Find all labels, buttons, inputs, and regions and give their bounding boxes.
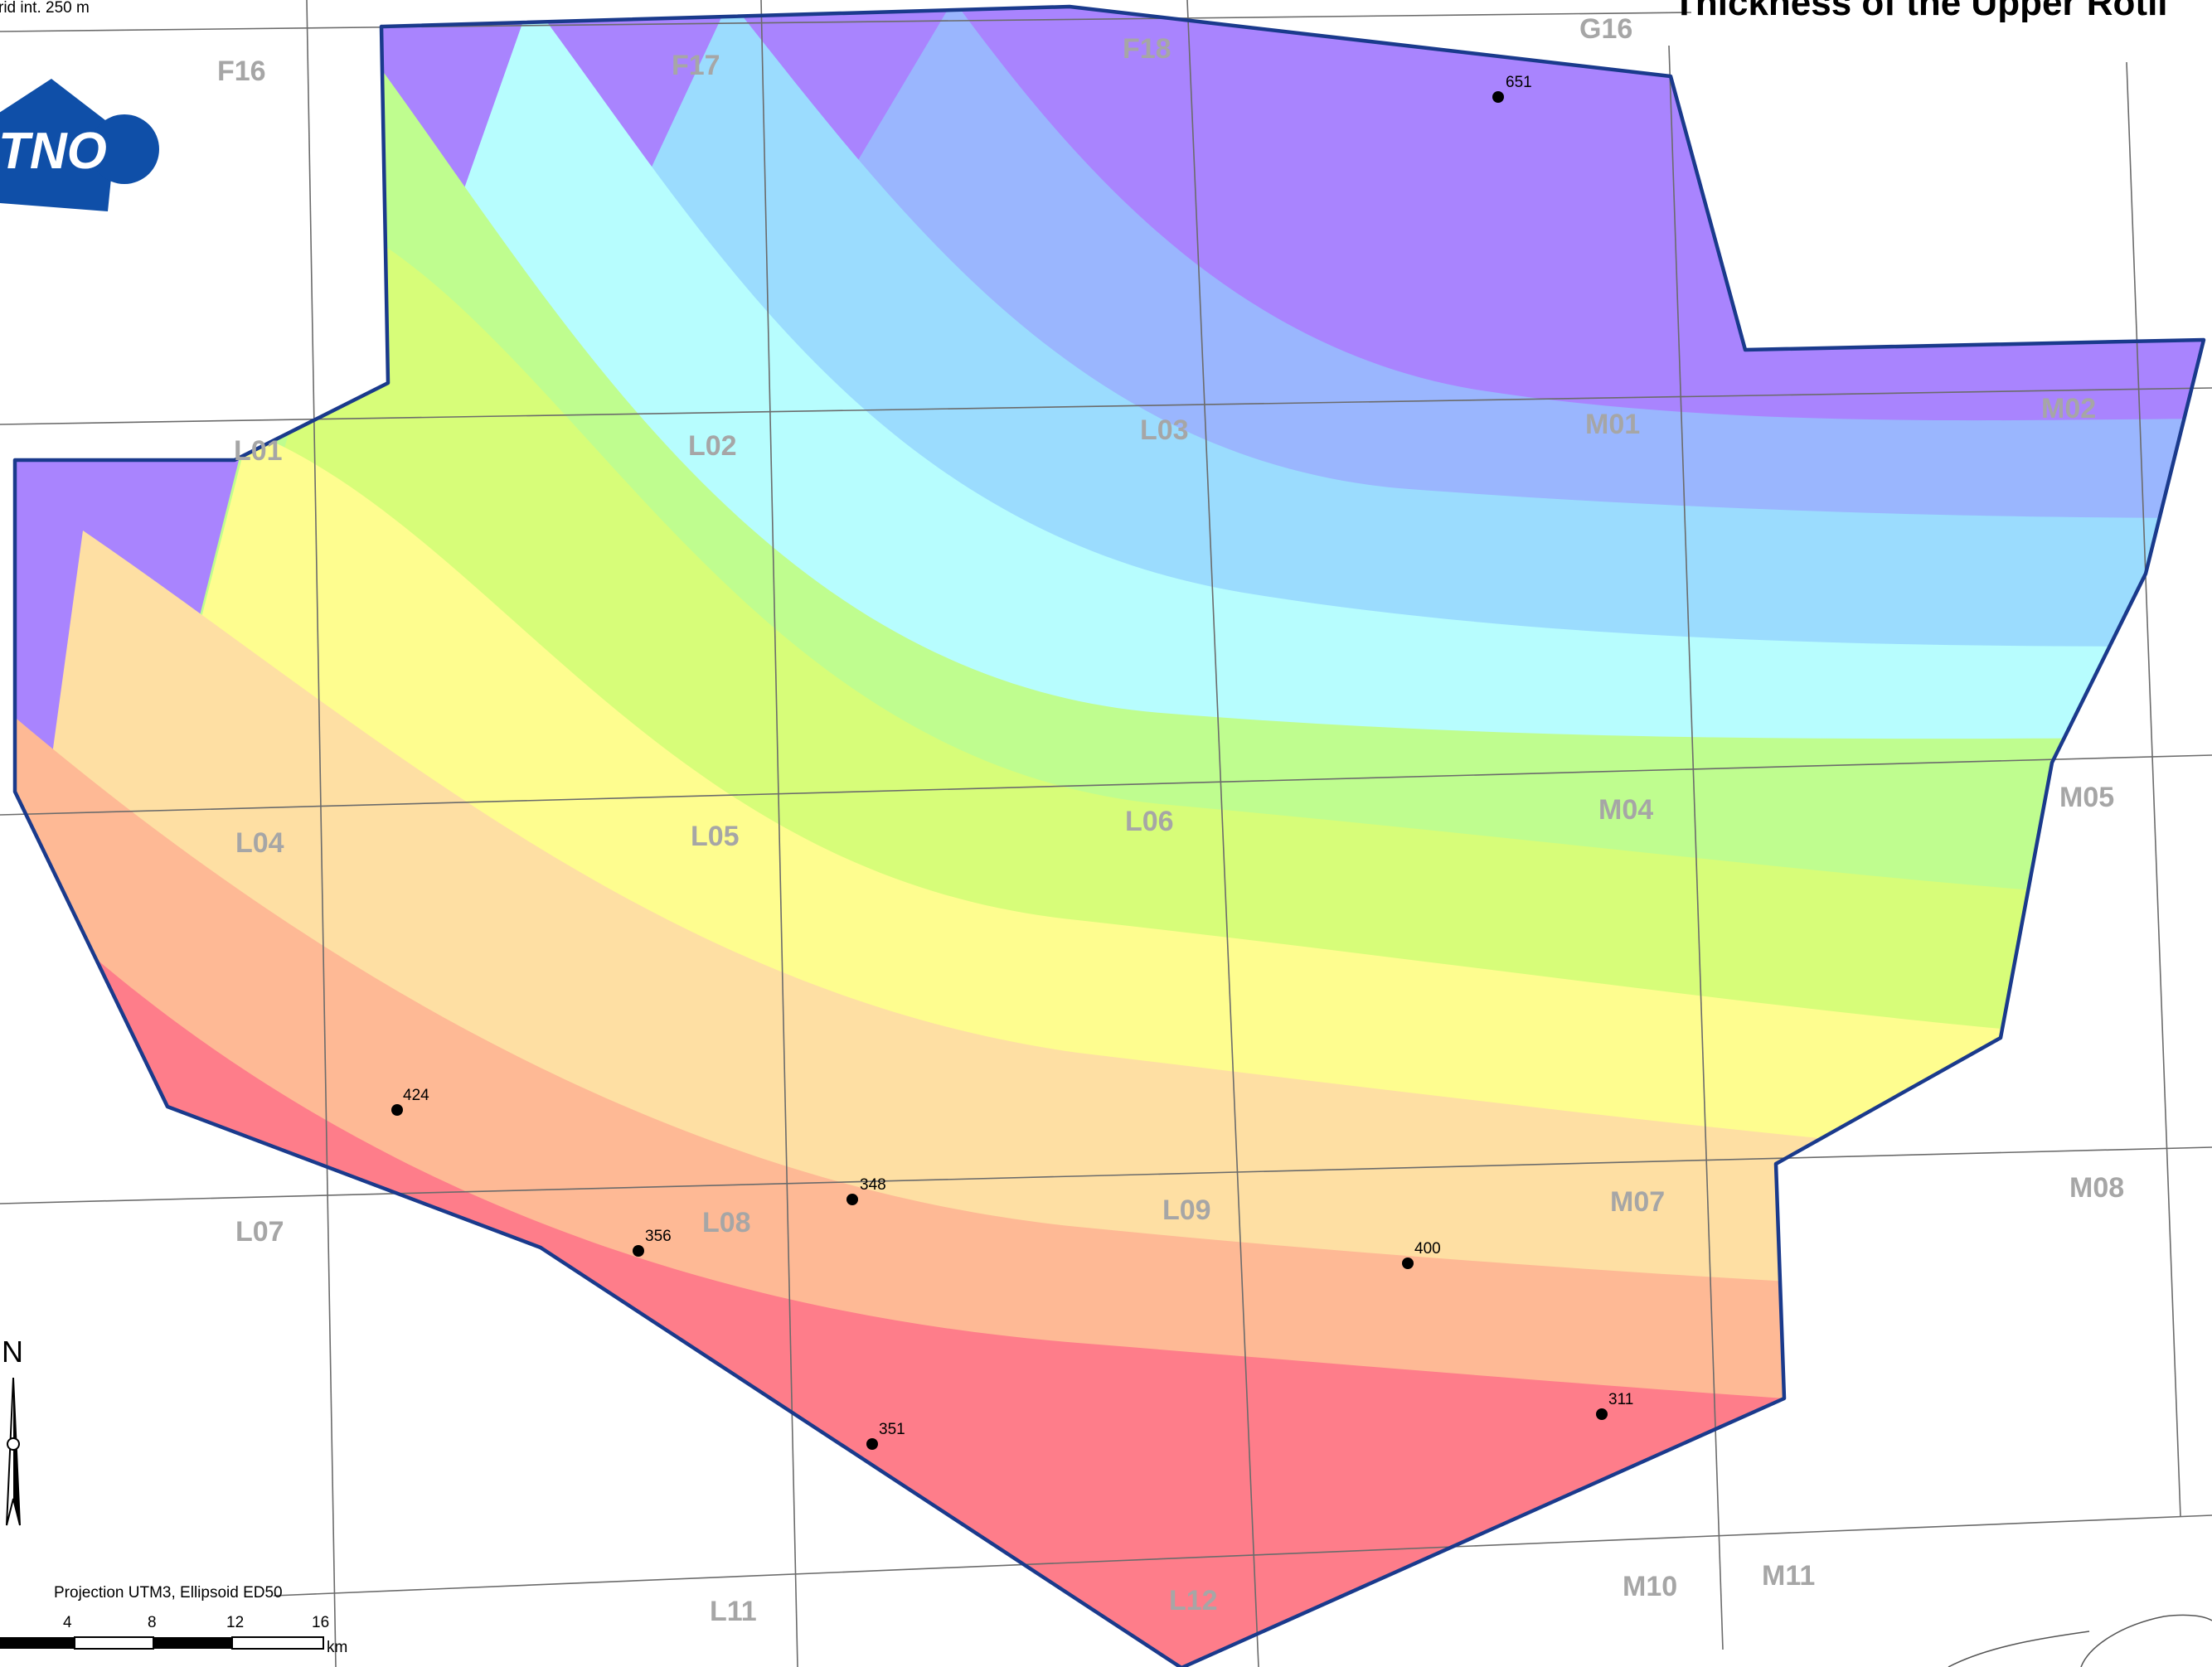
scale-unit: km bbox=[327, 1639, 347, 1656]
well-marker: 424 bbox=[391, 1087, 429, 1116]
block-label: F18 bbox=[1123, 33, 1171, 65]
logo-shape bbox=[0, 79, 116, 211]
grid-line bbox=[306, 0, 337, 1667]
scale-label: 16 bbox=[312, 1614, 329, 1631]
block-label: L02 bbox=[688, 430, 737, 462]
block-labels: F16 F17 F18 G16 L01 L02 L03 M01 M02 L04 … bbox=[217, 13, 2124, 1627]
well-value-label: 356 bbox=[645, 1228, 672, 1245]
grid-line bbox=[1186, 0, 1259, 1667]
well-dot bbox=[846, 1194, 858, 1205]
well-value-label: 424 bbox=[403, 1087, 429, 1104]
block-label: L05 bbox=[691, 821, 740, 852]
block-label: M02 bbox=[2041, 393, 2096, 424]
block-label: L04 bbox=[235, 827, 284, 859]
logo-shape bbox=[90, 114, 159, 184]
well-marker: 651 bbox=[1492, 74, 1532, 103]
block-label: M05 bbox=[2059, 782, 2114, 813]
scale-label: 4 bbox=[63, 1614, 72, 1631]
block-label: M10 bbox=[1623, 1571, 1677, 1602]
study-area-outline bbox=[12, 4, 2206, 1667]
logo-text: TNO bbox=[0, 123, 107, 180]
block-label: L09 bbox=[1162, 1195, 1211, 1226]
well-value-label: 651 bbox=[1506, 74, 1532, 91]
north-arrow-hub bbox=[7, 1437, 20, 1451]
well-marker: 311 bbox=[1596, 1391, 1633, 1420]
well-marker: 351 bbox=[866, 1421, 905, 1450]
scale-label: 12 bbox=[226, 1614, 244, 1631]
well-value-label: 311 bbox=[1608, 1391, 1633, 1408]
map-title: Thickness of the Upper Rotli bbox=[1673, 0, 2168, 23]
well-dot bbox=[1402, 1258, 1414, 1269]
block-label: L03 bbox=[1140, 414, 1189, 446]
well-dot bbox=[633, 1245, 644, 1257]
well-value-label: 400 bbox=[1414, 1240, 1441, 1258]
north-label: N bbox=[2, 1335, 23, 1369]
north-arrow: N bbox=[2, 1335, 23, 1526]
scale-segment bbox=[0, 1637, 75, 1649]
projection-note: Projection UTM3, Ellipsoid ED50 bbox=[54, 1584, 283, 1602]
scale-segment bbox=[231, 1636, 324, 1650]
grid-line bbox=[273, 1514, 2212, 1597]
block-label: L07 bbox=[235, 1216, 284, 1248]
grid-line bbox=[0, 387, 2212, 425]
well-marker: 400 bbox=[1402, 1240, 1441, 1269]
grid-interval-note: rid int. 250 m bbox=[0, 0, 90, 17]
grid-line bbox=[0, 1146, 2212, 1204]
block-label: L12 bbox=[1169, 1585, 1218, 1616]
wells: 651 424 348 356 400 351 311 bbox=[391, 74, 1633, 1450]
well-dot bbox=[866, 1438, 878, 1450]
coastline bbox=[1948, 1614, 2212, 1667]
north-arrow-shape bbox=[13, 1378, 20, 1525]
scale-segment bbox=[74, 1636, 154, 1650]
well-dot bbox=[391, 1104, 403, 1116]
well-value-label: 348 bbox=[860, 1176, 886, 1194]
block-label: M11 bbox=[1762, 1560, 1815, 1592]
block-label: M04 bbox=[1598, 794, 1653, 826]
block-label: L08 bbox=[702, 1207, 751, 1238]
block-label: L01 bbox=[234, 435, 283, 467]
grid-line bbox=[0, 754, 2212, 816]
scale-label: 8 bbox=[148, 1614, 157, 1631]
scale-segment bbox=[153, 1637, 232, 1649]
block-label: M07 bbox=[1610, 1186, 1665, 1218]
block-label: L11 bbox=[710, 1596, 757, 1627]
scale-bar: 4 8 12 16 km bbox=[0, 1614, 347, 1656]
block-label: L06 bbox=[1125, 806, 1174, 837]
block-label: F17 bbox=[672, 50, 720, 81]
block-label: M01 bbox=[1585, 409, 1640, 440]
well-marker: 348 bbox=[846, 1176, 886, 1205]
block-label: F16 bbox=[217, 56, 266, 87]
block-label: G16 bbox=[1579, 13, 1632, 45]
well-dot bbox=[1492, 91, 1504, 103]
well-marker: 356 bbox=[633, 1228, 672, 1257]
well-dot bbox=[1596, 1408, 1608, 1420]
block-label: M08 bbox=[2069, 1172, 2124, 1204]
grid-line bbox=[760, 0, 798, 1667]
tno-logo: TNO bbox=[0, 79, 159, 211]
grid-line bbox=[2126, 61, 2181, 1518]
grid-line bbox=[1668, 45, 1724, 1650]
grid-line bbox=[0, 12, 1692, 32]
well-value-label: 351 bbox=[879, 1421, 905, 1438]
